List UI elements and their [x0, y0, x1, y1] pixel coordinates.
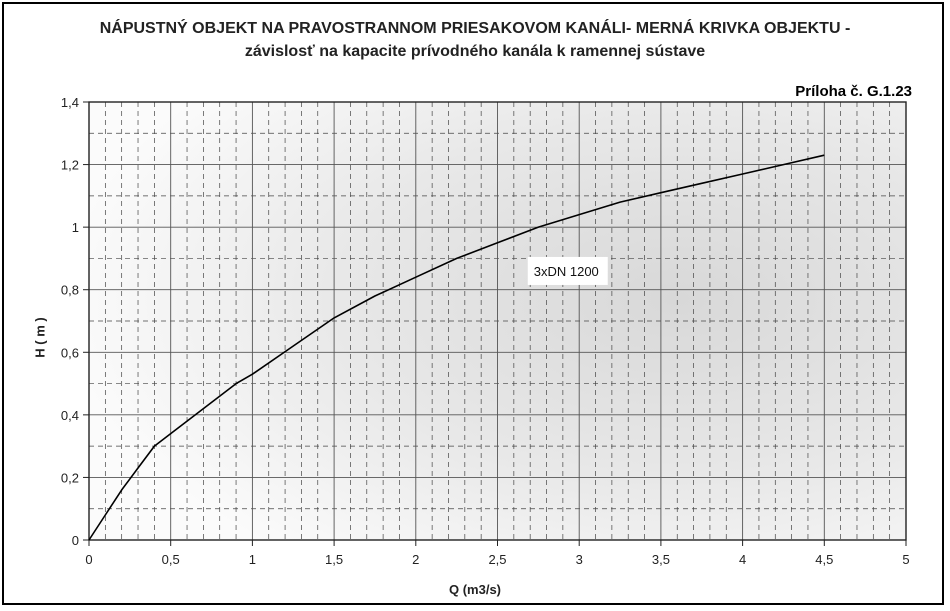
chart-title-line-2: závislosť na kapacite prívodného kanála … [244, 43, 706, 60]
x-tick-label: 3 [576, 552, 583, 567]
series-line-0 [88, 154, 825, 541]
y-tick-label: 0,4 [61, 408, 79, 423]
series-label-box [527, 256, 608, 285]
x-tick-label: 4,5 [815, 552, 833, 567]
x-tick-label: 2 [412, 552, 419, 567]
series-label: 3xDN 1200 [534, 264, 599, 279]
y-tick-label: 0 [72, 533, 79, 548]
y-axis-title: H ( m ) [32, 317, 48, 358]
annex-label: Príloha č. G.1.23 [795, 83, 912, 100]
y-tick-label: 1,2 [61, 158, 79, 173]
x-tick-label: 4 [739, 552, 746, 567]
x-tick-label: 1 [249, 552, 256, 567]
y-tick-label: 1,4 [61, 95, 79, 110]
y-tick-label: 0,8 [61, 283, 79, 298]
x-tick-label: 2,5 [488, 552, 506, 567]
y-tick-label: 0,6 [61, 345, 79, 360]
chart-title-line-1: NÁPUSTNÝ OBJEKT NA PRAVOSTRANNOM PRIESAK… [99, 20, 851, 37]
x-tick-label: 5 [902, 552, 909, 567]
x-axis-title: Q (m3/s) [448, 582, 501, 597]
x-tick-label: 0 [85, 552, 92, 567]
y-tick-label: 0,2 [61, 470, 79, 485]
x-tick-label: 1,5 [325, 552, 343, 567]
y-tick-label: 1 [72, 220, 79, 235]
x-tick-label: 0,5 [162, 552, 180, 567]
x-tick-label: 3,5 [652, 552, 670, 567]
